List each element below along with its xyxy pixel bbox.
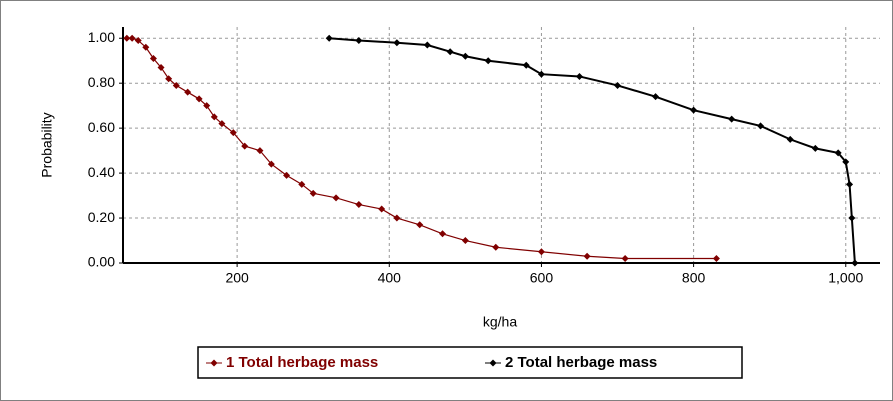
data-point: [583, 252, 591, 260]
data-point: [439, 230, 447, 238]
y-tick-label: 0.20: [88, 209, 115, 225]
data-point: [218, 120, 226, 128]
data-point: [149, 54, 157, 62]
data-point: [267, 160, 275, 168]
x-tick-label: 200: [225, 270, 249, 286]
data-point: [728, 115, 736, 123]
data-point: [142, 43, 150, 51]
data-point: [355, 201, 363, 209]
data-point: [283, 171, 291, 179]
data-point: [537, 248, 545, 256]
data-point: [355, 36, 363, 44]
data-point: [203, 102, 211, 110]
x-tick-label: 800: [682, 270, 706, 286]
data-point: [846, 180, 854, 188]
data-point: [461, 52, 469, 60]
data-point: [446, 48, 454, 56]
y-tick-label: 0.60: [88, 119, 115, 135]
data-point: [378, 205, 386, 213]
data-point: [621, 255, 629, 263]
data-point: [123, 34, 131, 42]
x-tick-label: 400: [378, 270, 402, 286]
data-point: [128, 34, 136, 42]
data-point: [325, 34, 333, 42]
data-point: [134, 36, 142, 44]
data-point: [256, 147, 264, 155]
x-tick-label: 600: [530, 270, 554, 286]
data-point: [492, 243, 500, 251]
legend-marker: [210, 359, 218, 367]
data-point: [309, 189, 317, 197]
legend-marker: [489, 359, 497, 367]
data-point: [393, 214, 401, 222]
data-point: [416, 221, 424, 229]
y-tick-label: 0.40: [88, 164, 115, 180]
data-point: [614, 81, 622, 89]
data-point: [298, 180, 306, 188]
legend: [197, 346, 743, 379]
data-point: [811, 144, 819, 152]
series-line: [329, 37, 856, 264]
data-point: [842, 158, 850, 166]
data-point: [690, 106, 698, 114]
data-point: [241, 142, 249, 150]
data-point: [423, 41, 431, 49]
y-axis-label: Probability: [39, 112, 55, 177]
data-point: [165, 75, 173, 83]
data-point: [757, 122, 765, 130]
data-point: [652, 93, 660, 101]
y-tick-label: 1.00: [88, 29, 115, 45]
legend-label: 1 Total herbage mass: [226, 354, 378, 371]
y-tick-label: 0.80: [88, 74, 115, 90]
data-point: [184, 88, 192, 96]
legend-label: 2 Total herbage mass: [505, 354, 657, 371]
data-point: [848, 214, 856, 222]
data-point: [157, 63, 165, 71]
data-point: [786, 135, 794, 143]
data-point: [851, 259, 859, 267]
data-point: [575, 72, 583, 80]
data-point: [172, 81, 180, 89]
data-point: [229, 129, 237, 137]
x-axis-label: kg/ha: [483, 314, 517, 330]
data-point: [210, 113, 218, 121]
data-point: [195, 95, 203, 103]
plot-area: [123, 27, 880, 263]
data-point: [522, 61, 530, 69]
data-point: [834, 149, 842, 157]
data-point: [537, 70, 545, 78]
y-tick-label: 0.00: [88, 254, 115, 270]
data-point: [332, 194, 340, 202]
data-point: [393, 39, 401, 47]
data-point: [712, 255, 720, 263]
data-point: [484, 57, 492, 65]
x-tick-label: 1,000: [828, 270, 863, 286]
data-point: [461, 237, 469, 245]
